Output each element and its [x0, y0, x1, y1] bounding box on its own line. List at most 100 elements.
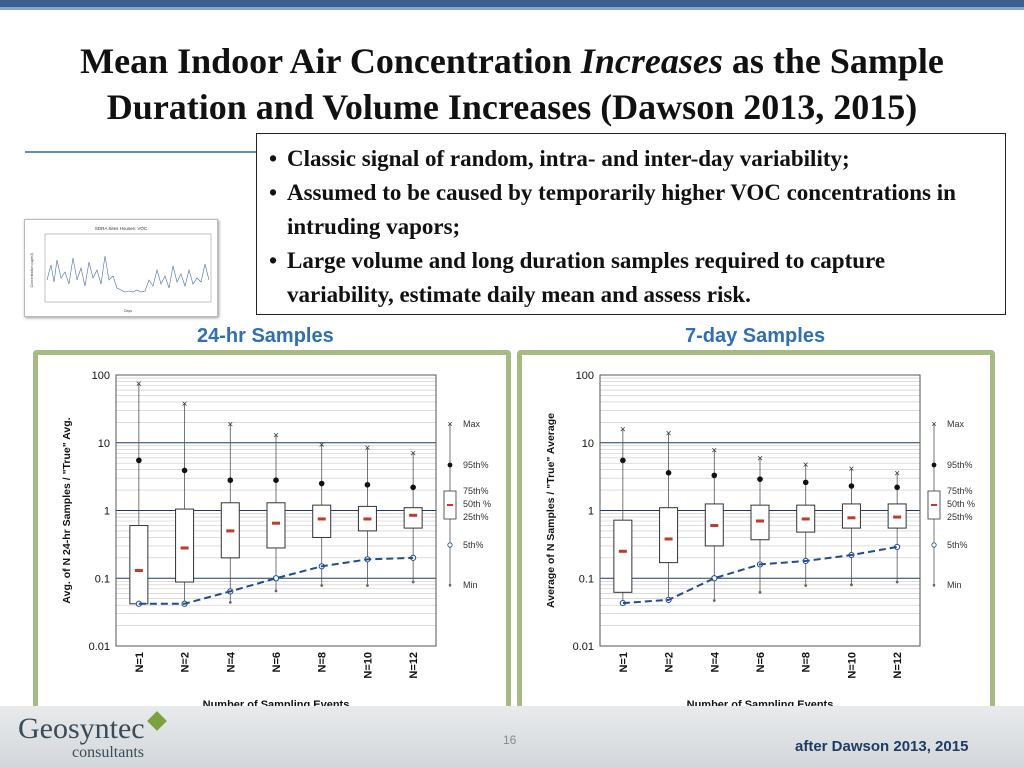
p5-trend-line	[138, 556, 414, 605]
box-group: ×	[704, 446, 724, 602]
max-marker: ×	[182, 399, 188, 410]
y-tick-label: 0.01	[89, 641, 110, 653]
median-marker	[317, 517, 326, 521]
legend-p95-label: 95th%	[947, 460, 973, 470]
p95-marker	[802, 479, 809, 486]
legend-max-marker: ×	[931, 419, 936, 429]
y-tick-label: 0.01	[573, 641, 594, 653]
p95-marker	[364, 481, 371, 488]
plot-frame	[115, 374, 437, 647]
median-marker	[134, 569, 143, 573]
box-iqr	[841, 503, 861, 529]
median-marker	[847, 516, 856, 520]
p95-marker	[894, 484, 900, 491]
median-marker	[409, 513, 418, 517]
x-tick-label: N=6	[271, 652, 283, 673]
y-tick-label: 1	[588, 506, 594, 518]
legend-p95-label: 95th%	[463, 460, 489, 470]
box-group: ×	[659, 428, 679, 604]
max-marker: ×	[227, 419, 233, 430]
min-marker	[274, 589, 278, 593]
p95-marker	[318, 480, 325, 487]
box-group: ×	[220, 419, 240, 604]
bullet-item: Classic signal of random, intra- and int…	[269, 142, 995, 176]
p95-marker	[848, 483, 855, 489]
box-group: ×	[357, 443, 377, 587]
legend-min-label: Min	[463, 580, 478, 590]
footer-band	[0, 706, 1024, 768]
p95-marker	[620, 457, 626, 464]
p95-marker	[136, 457, 142, 464]
box-iqr	[659, 507, 679, 564]
median-marker	[363, 517, 372, 521]
legend-max-label: Max	[463, 419, 481, 429]
box-group: ×	[796, 460, 816, 587]
max-marker: ×	[136, 379, 142, 390]
max-marker: ×	[894, 468, 900, 479]
legend-min-label: Min	[947, 580, 962, 590]
median-marker	[618, 549, 627, 553]
chart-title-7day: 7-day Samples	[685, 325, 826, 347]
max-marker: ×	[365, 443, 371, 454]
max-marker: ×	[273, 431, 279, 442]
legend-max-label: Max	[947, 419, 965, 429]
max-marker: ×	[319, 440, 325, 451]
box-iqr	[403, 507, 423, 529]
legend-p95-marker	[931, 462, 937, 468]
max-marker: ×	[803, 460, 809, 471]
p5-trend-line	[622, 545, 898, 605]
median-marker	[801, 517, 810, 521]
title-part2: as the Sample	[722, 41, 944, 81]
y-tick-label: 0.1	[579, 573, 594, 585]
y-axis-label: Average of N Samples / "True" Average	[545, 413, 557, 608]
legend-min-marker	[448, 583, 452, 587]
chart-7day: 100 10 1 0.1 0.01 × N=1 × N=2 × N=4 × N=6 × N=8 × N=10 × N…	[545, 370, 975, 711]
legend-median-marker	[931, 504, 937, 506]
median-marker	[756, 519, 764, 523]
min-marker	[895, 580, 899, 584]
legend-p75-label: 75th%	[463, 486, 489, 496]
median-marker	[664, 537, 673, 541]
x-tick-label: N=2	[180, 652, 192, 673]
y-axis-label: Avg. of N 24-hr Samples / "True" Avg.	[61, 417, 73, 603]
y-tick-label: 100	[92, 370, 110, 382]
box-group: ×	[266, 431, 286, 593]
top-bar-accent	[0, 7, 1024, 10]
min-marker	[411, 580, 415, 584]
box-group: ×	[750, 453, 770, 594]
legend-p50-label: 50th %	[947, 499, 975, 509]
median-marker	[226, 529, 235, 533]
x-tick-label: N=10	[362, 652, 374, 679]
max-marker: ×	[849, 464, 855, 475]
box-iqr	[266, 502, 286, 549]
chart-panel-7day: 100 10 1 0.1 0.01 × N=1 × N=2 × N=4 × N=6 × N=8 × N=10 × N…	[517, 350, 995, 722]
x-tick-label: N=12	[408, 652, 420, 679]
slide-title: Mean Indoor Air Concentration Increases …	[0, 38, 1024, 130]
min-marker	[712, 599, 716, 602]
legend: × Max 95th% 75th% 50th % 25th% 5th% Min	[443, 419, 491, 590]
median-marker	[710, 524, 719, 528]
box-group: ×	[841, 464, 861, 587]
p95-marker	[711, 472, 718, 479]
title-part1: Mean Indoor Air Concentration	[80, 41, 581, 81]
company-logo-sub: consultants	[72, 744, 144, 761]
box-group: ×	[887, 468, 907, 584]
y-tick-label: 10	[582, 438, 594, 450]
min-marker	[366, 584, 369, 587]
x-tick-label: N=1	[134, 652, 146, 673]
legend-max-marker: ×	[447, 419, 452, 429]
chart-title-24hr: 24-hr Samples	[197, 325, 334, 347]
median-marker	[272, 521, 280, 525]
y-tick-label: 1	[104, 506, 110, 518]
legend-p5-marker	[931, 542, 937, 548]
thumbnail-title: SDRA Sites Houses: VOC	[95, 226, 148, 231]
x-tick-label: N=8	[801, 652, 813, 673]
p95-marker	[757, 476, 763, 482]
min-marker	[850, 583, 853, 587]
p95-marker	[181, 467, 188, 474]
page-number: 16	[503, 733, 517, 747]
legend-p25-label: 25th%	[463, 512, 489, 522]
company-logo: Geosyntec	[18, 712, 145, 745]
bullet-item: Assumed to be caused by temporarily high…	[269, 176, 995, 244]
box-iqr	[312, 504, 332, 538]
